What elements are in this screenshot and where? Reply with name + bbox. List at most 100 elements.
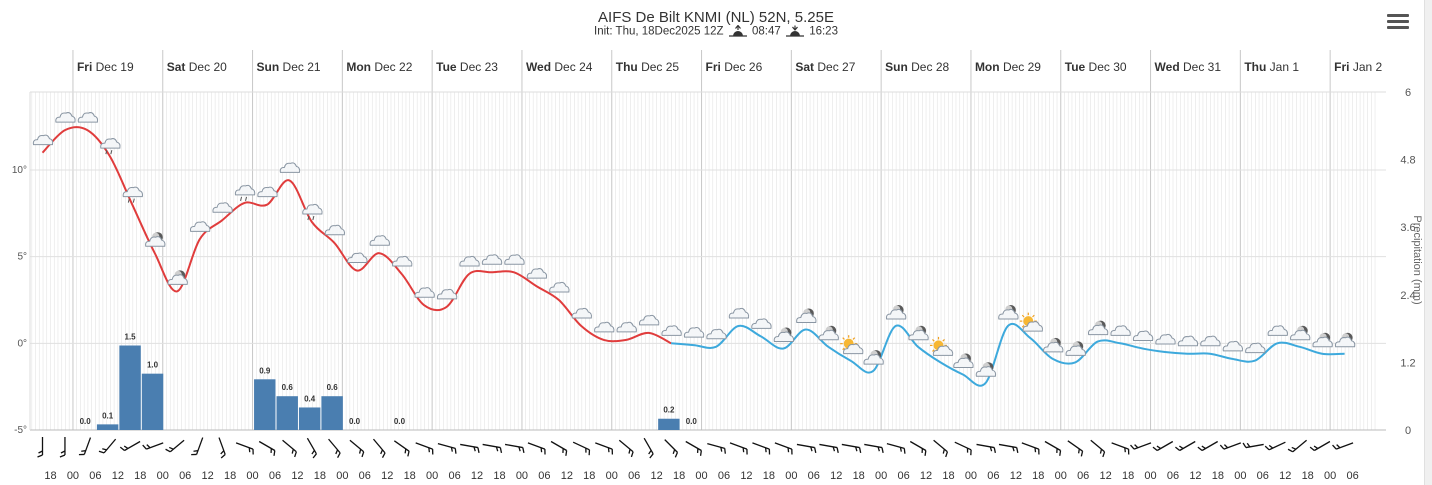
x-tick-label: 06	[1257, 470, 1269, 482]
cloud-shape	[571, 307, 592, 319]
moon-cloud-icon	[885, 305, 907, 320]
wind-barb	[142, 442, 164, 450]
cloud-shape	[1065, 345, 1086, 356]
cloud-shape	[369, 235, 390, 246]
cloud-shape	[1312, 336, 1333, 348]
wind-barb	[1219, 442, 1242, 450]
x-tick-label: 00	[426, 470, 438, 482]
cloud-icon	[706, 328, 727, 340]
cloud-icon	[32, 134, 54, 146]
cloud-shape	[100, 138, 121, 149]
sun-cloud-icon	[1019, 312, 1043, 332]
wind-barb	[78, 437, 92, 456]
cloud-shape	[1334, 336, 1356, 348]
wind-barb	[595, 442, 614, 455]
wind-barb	[886, 443, 906, 454]
y-tick-label-right: 6	[1405, 87, 1411, 99]
cloud-shape	[932, 345, 954, 356]
x-tick-label: 12	[1010, 470, 1022, 482]
x-tick-label: 06	[897, 470, 909, 482]
x-tick-label: 12	[112, 470, 124, 482]
cloud-shape	[279, 162, 301, 173]
cloud-icon	[594, 321, 615, 333]
cloud-icon	[369, 235, 390, 246]
x-tick-label: 12	[471, 470, 483, 482]
y-tick-label-right: 0	[1405, 425, 1411, 437]
moon-cloud-icon	[1043, 337, 1064, 353]
wind-barb	[460, 443, 480, 453]
cloud-shape	[1043, 341, 1064, 353]
cloud-icon	[1110, 325, 1131, 336]
sunset-time: 16:23	[809, 25, 838, 38]
wind-barb	[282, 439, 297, 458]
cloud-shape	[77, 112, 99, 123]
moon-cloud-icon	[1290, 325, 1311, 341]
sun-cloud-icon	[840, 335, 864, 355]
cloud-shape	[1022, 321, 1043, 332]
cloud-icon	[661, 325, 682, 336]
rain-icon	[302, 203, 323, 221]
x-tick-label: 18	[853, 470, 865, 482]
wind-barb	[664, 439, 679, 458]
cloud-icon	[1222, 340, 1244, 352]
cloud-shape	[189, 221, 211, 232]
cloud-icon	[616, 321, 637, 333]
precip-label: 0.0	[80, 417, 92, 426]
cloud-shape	[324, 224, 346, 236]
x-tick-label: 18	[673, 470, 685, 482]
day-label: Thu Jan 1	[1244, 60, 1299, 74]
y-tick-label-right: 1.2	[1400, 357, 1415, 369]
wind-barb	[372, 438, 386, 458]
cloud-shape	[863, 354, 884, 365]
wind-barb	[643, 437, 654, 459]
precip-bar	[141, 373, 164, 430]
cloud-icon	[436, 288, 458, 300]
wind-barb	[729, 442, 748, 455]
x-axis: 18 00 06 12 18 00 06 12 18 00 06 12 18 00 06 12 18 00 06 12…	[44, 470, 1358, 482]
x-tick-label: 06	[269, 470, 281, 482]
cloud-icon	[728, 307, 750, 319]
x-tick-label: 06	[718, 470, 730, 482]
cloud-icon	[1177, 335, 1199, 347]
cloud-icon	[751, 318, 772, 329]
wind-barb	[349, 439, 365, 458]
precip-bar	[96, 424, 119, 430]
hamburger-menu-icon[interactable]	[1387, 14, 1409, 32]
cloud-icon	[55, 112, 76, 123]
cloud-shape	[796, 312, 817, 323]
scrollbar-track[interactable]	[1424, 0, 1432, 485]
x-tick-label: 18	[224, 470, 236, 482]
cloud-icon	[1132, 330, 1154, 342]
wind-barb	[707, 443, 726, 454]
x-tick-label: 12	[1189, 470, 1201, 482]
x-tick-label: 06	[628, 470, 640, 482]
wind-barb	[59, 437, 66, 458]
weather-icons	[32, 112, 1356, 377]
cloud-shape	[885, 308, 907, 320]
x-tick-label: 00	[246, 470, 258, 482]
wind-barb	[527, 442, 546, 455]
rain-icon	[122, 186, 143, 203]
y-tick-label-right: 2.4	[1400, 290, 1415, 302]
moon-cloud-icon	[796, 308, 817, 323]
cloud-shape	[234, 184, 256, 196]
wind-barb	[933, 439, 949, 458]
day-label: Sat Dec 27	[795, 60, 855, 74]
cloud-icon	[683, 327, 705, 338]
wind-barb	[437, 443, 457, 454]
cloud-shape	[1155, 333, 1176, 345]
moon-cloud-icon	[1065, 341, 1086, 356]
wind-barb	[909, 440, 927, 456]
wind-barb	[1264, 441, 1286, 451]
wind-barb	[1242, 442, 1264, 449]
x-tick-label: 00	[336, 470, 348, 482]
cloud-icon	[414, 287, 435, 298]
cloud-shape	[32, 134, 54, 146]
cloud-icon	[212, 202, 233, 213]
wind-barb	[796, 443, 817, 453]
wind-barb	[864, 443, 884, 453]
cloud-icon	[638, 314, 660, 326]
wind-barb	[306, 437, 317, 459]
wind-barb	[976, 443, 997, 453]
